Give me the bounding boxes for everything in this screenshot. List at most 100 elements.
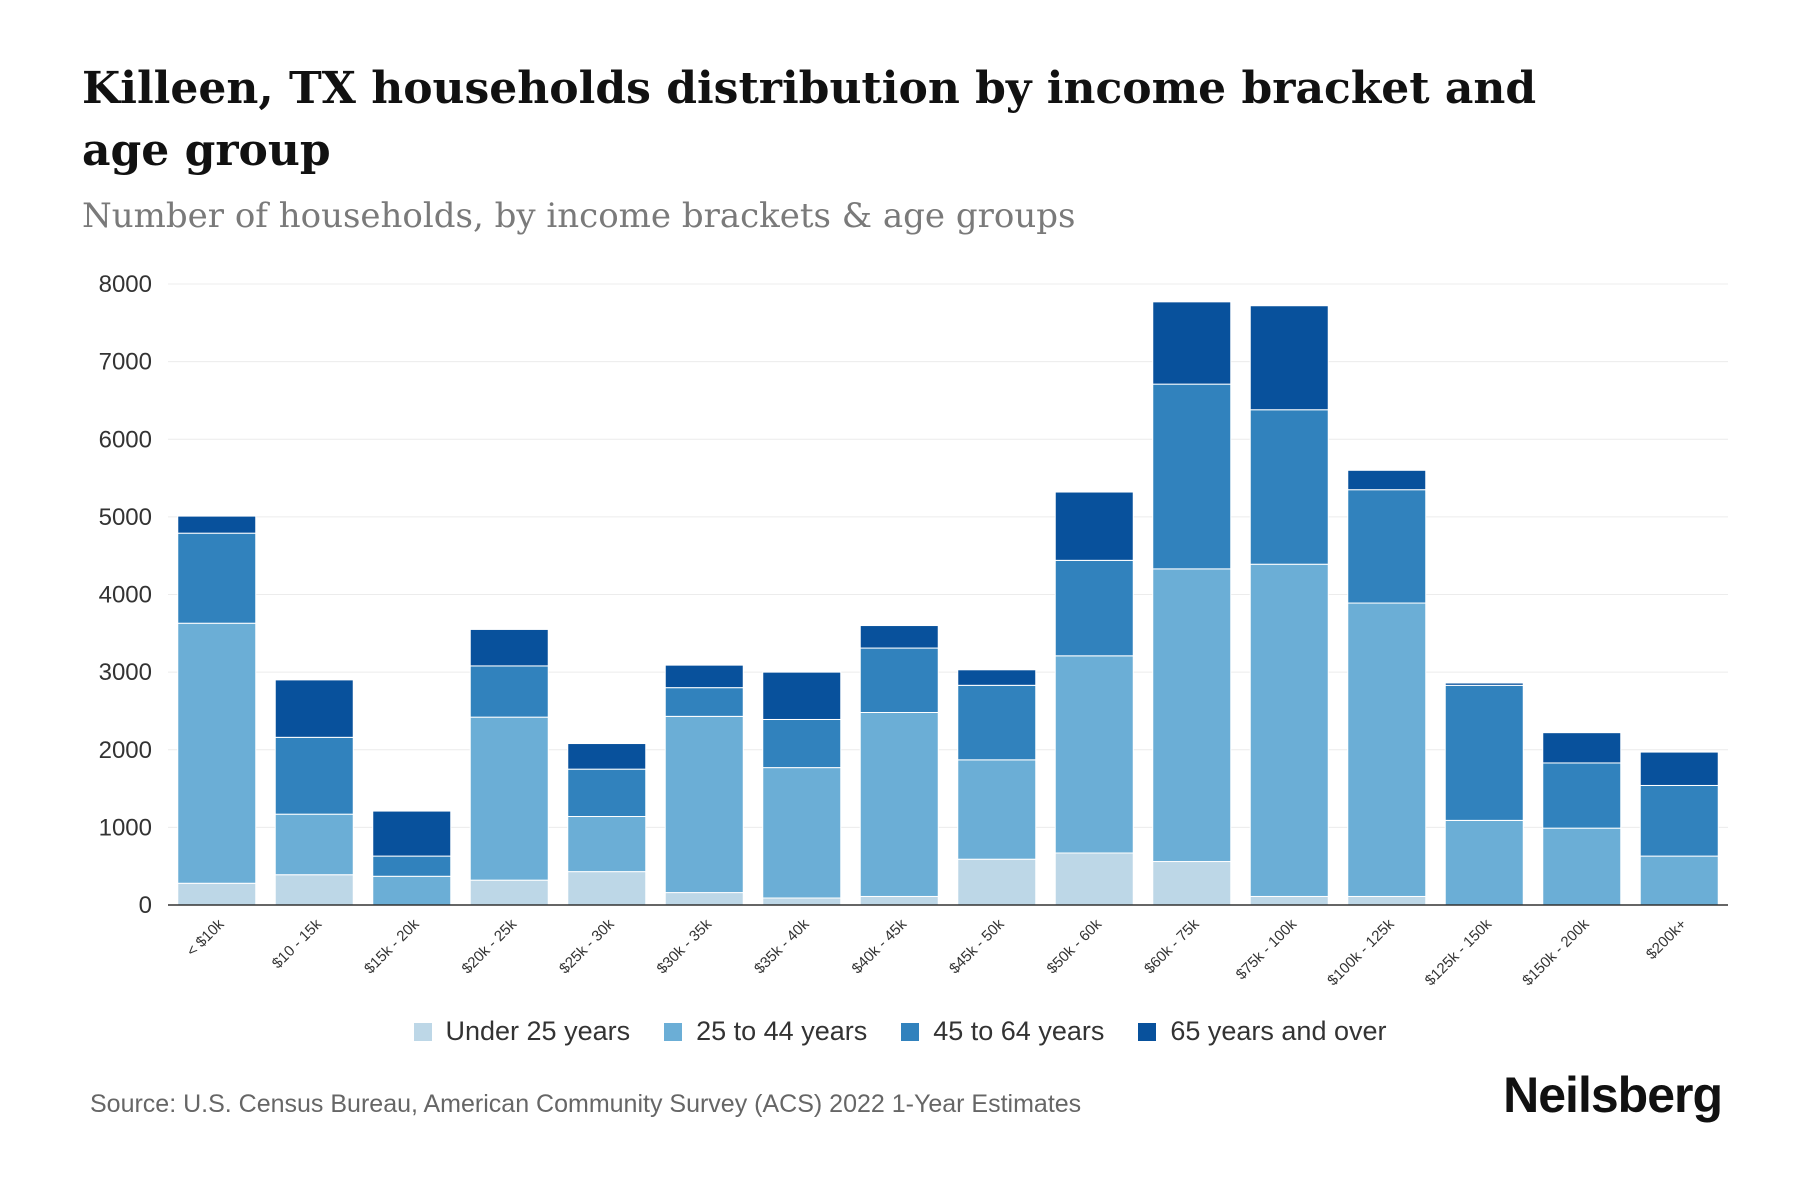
bar-segment bbox=[567, 871, 647, 906]
y-tick-label: 4000 bbox=[99, 582, 152, 609]
bar-segment bbox=[177, 882, 257, 906]
bar-segment bbox=[1054, 852, 1134, 906]
legend-label: 65 years and over bbox=[1170, 1016, 1387, 1046]
bar-segment bbox=[1249, 305, 1329, 411]
x-tick-label: $125k - 150k bbox=[1422, 915, 1496, 989]
legend-swatch bbox=[901, 1022, 920, 1041]
x-tick-label: $10 - 15k bbox=[269, 915, 326, 972]
legend-swatch bbox=[1138, 1022, 1157, 1041]
legend-swatch bbox=[413, 1022, 432, 1041]
x-tick-label: $50k - 60k bbox=[1044, 915, 1106, 977]
y-tick-label: 6000 bbox=[99, 426, 152, 453]
bar-segment bbox=[1347, 895, 1427, 906]
bar-segment bbox=[1542, 762, 1622, 829]
legend-label: 45 to 64 years bbox=[933, 1016, 1105, 1046]
bar-segment bbox=[372, 855, 452, 877]
bar-segment bbox=[1542, 732, 1622, 764]
bar-segment bbox=[177, 622, 257, 884]
bar-segment bbox=[469, 716, 549, 881]
bar-segment bbox=[1444, 684, 1524, 821]
bar-segment bbox=[1152, 861, 1232, 906]
y-tick-label: 1000 bbox=[99, 814, 152, 841]
x-tick-label: $60k - 75k bbox=[1141, 915, 1203, 977]
bar-segment bbox=[1054, 655, 1134, 854]
bar-segment bbox=[469, 628, 549, 667]
y-tick-label: 8000 bbox=[99, 271, 152, 298]
chart-subtitle: Number of households, by income brackets… bbox=[82, 196, 1076, 236]
bar-segment bbox=[567, 816, 647, 873]
bar-segment bbox=[762, 767, 842, 899]
bar-segment bbox=[664, 664, 744, 689]
bar-segment bbox=[762, 897, 842, 906]
legend-swatch bbox=[664, 1022, 683, 1041]
x-tick-label: $45k - 50k bbox=[946, 915, 1008, 977]
bar-segment bbox=[372, 810, 452, 857]
y-tick-label: 3000 bbox=[99, 659, 152, 686]
bar-segment bbox=[274, 874, 354, 906]
bar-segment bbox=[1249, 563, 1329, 897]
bar-segment bbox=[1347, 602, 1427, 897]
bar-segment bbox=[664, 715, 744, 894]
source-note: Source: U.S. Census Bureau, American Com… bbox=[90, 1090, 1082, 1118]
bar-segment bbox=[469, 879, 549, 906]
y-tick-label: 7000 bbox=[99, 349, 152, 376]
x-tick-label: $20k - 25k bbox=[459, 915, 521, 977]
chart-legend: Under 25 years 25 to 44 years 45 to 64 yea… bbox=[0, 1016, 1800, 1047]
x-tick-label: $25k - 30k bbox=[556, 915, 618, 977]
bar-segment bbox=[762, 671, 842, 720]
bar-segment bbox=[274, 813, 354, 876]
bar-segment bbox=[859, 625, 939, 649]
x-tick-label: $200k+ bbox=[1643, 916, 1690, 963]
bar-segment bbox=[1054, 491, 1134, 561]
bar-segment bbox=[664, 687, 744, 717]
bar-segment bbox=[1639, 855, 1719, 906]
bar-segment bbox=[1444, 819, 1524, 906]
y-tick-label: 2000 bbox=[99, 737, 152, 764]
bar-segment bbox=[859, 647, 939, 713]
bar-segment bbox=[177, 515, 257, 534]
legend-item: Under 25 years bbox=[413, 1016, 631, 1047]
x-tick-label: $40k - 45k bbox=[849, 915, 911, 977]
bar-segment bbox=[957, 759, 1037, 860]
chart-title: Killeen, TX households distribution by i… bbox=[82, 63, 1537, 176]
y-tick-label: 5000 bbox=[99, 504, 152, 531]
x-tick-label: $150k - 200k bbox=[1519, 915, 1593, 989]
stacked-bar-chart: 0 1000 2000 3000 4000 5000 6000 7000 8000 < $10k $… bbox=[99, 271, 1728, 989]
bar-segment bbox=[274, 679, 354, 738]
x-tick-label: $100k - 125k bbox=[1324, 915, 1398, 989]
bar-segment bbox=[1152, 383, 1232, 570]
legend-label: Under 25 years bbox=[445, 1016, 631, 1046]
bar-segment bbox=[274, 736, 354, 815]
bar-segment bbox=[372, 875, 452, 906]
brand-logo: Neilsberg bbox=[1503, 1067, 1723, 1123]
bar-segment bbox=[1249, 409, 1329, 565]
x-tick-label: < $10k bbox=[183, 915, 228, 960]
bar-segment bbox=[957, 669, 1037, 686]
bar-segment bbox=[664, 892, 744, 906]
bar-segment bbox=[1347, 469, 1427, 491]
x-tick-label: $30k - 35k bbox=[654, 915, 716, 977]
x-tick-label: $75k - 100k bbox=[1233, 915, 1301, 983]
bar-segment bbox=[1249, 895, 1329, 906]
bar-segment bbox=[859, 711, 939, 897]
bar-segment bbox=[1444, 682, 1524, 686]
y-tick-label: 0 bbox=[139, 892, 152, 919]
bar-segment bbox=[1347, 489, 1427, 604]
bar-segment bbox=[957, 858, 1037, 906]
bar-segment bbox=[1152, 568, 1232, 863]
legend-label: 25 to 44 years bbox=[696, 1016, 868, 1046]
bar-segment bbox=[1639, 784, 1719, 857]
bar-segment bbox=[957, 684, 1037, 761]
legend-item: 25 to 44 years bbox=[664, 1016, 867, 1047]
x-tick-label: $35k - 40k bbox=[751, 915, 813, 977]
x-tick-label: $15k - 20k bbox=[361, 915, 423, 977]
bar-segment bbox=[1639, 751, 1719, 786]
bar-segment bbox=[1542, 827, 1622, 906]
bar-segment bbox=[1054, 559, 1134, 657]
legend-item: 45 to 64 years bbox=[901, 1016, 1104, 1047]
bar-segment bbox=[859, 895, 939, 906]
bar-segment bbox=[567, 768, 647, 818]
bar-segment bbox=[762, 718, 842, 769]
bar-segment bbox=[1152, 301, 1232, 385]
bar-segment bbox=[469, 665, 549, 718]
